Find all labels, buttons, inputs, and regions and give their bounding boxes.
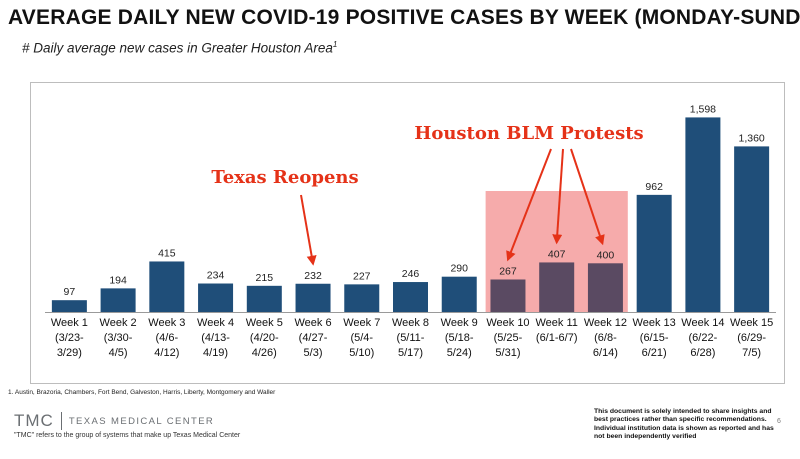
data-label-week-1: 97 <box>64 286 76 298</box>
x-tick-label-week-12: 6/14) <box>593 347 618 359</box>
x-tick-label-week-7: (5/4- <box>350 332 373 344</box>
x-tick-label-week-2: Week 2 <box>100 317 137 329</box>
x-tick-label-week-9: (5/18- <box>445 332 474 344</box>
data-label-week-12: 400 <box>597 249 615 261</box>
x-tick-label-week-7: 5/10) <box>349 347 374 359</box>
x-tick-label-week-3: (4/6- <box>156 332 179 344</box>
bar-week-14 <box>685 117 721 312</box>
bar-week-15 <box>734 146 770 312</box>
x-tick-label-week-6: (4/27- <box>299 332 328 344</box>
bar-week-5 <box>246 285 282 312</box>
bar-week-9 <box>441 276 477 312</box>
disclaimer: This document is solely intended to shar… <box>594 408 774 440</box>
bar-week-7 <box>344 284 380 312</box>
x-tick-label-week-4: (4/13- <box>201 332 230 344</box>
x-tick-label-week-13: (6/15- <box>640 332 669 344</box>
bar-week-4 <box>198 283 234 312</box>
data-label-week-10: 267 <box>499 265 517 277</box>
footnote: 1. Austin, Brazoria, Chambers, Fort Bend… <box>8 389 276 396</box>
x-tick-label-week-4: Week 4 <box>197 317 234 329</box>
x-tick-label-week-8: (5/11- <box>397 332 425 344</box>
subtitle-text: # Daily average new cases in Greater Hou… <box>22 40 333 56</box>
annotation-blm-protests: Houston BLM Protests <box>414 123 643 144</box>
x-tick-label-week-2: 4/5) <box>109 347 128 359</box>
data-label-week-13: 962 <box>645 181 663 193</box>
x-tick-label-week-13: Week 13 <box>633 317 676 329</box>
x-tick-label-week-14: Week 14 <box>681 317 724 329</box>
logo-abbreviation: TMC <box>14 411 54 430</box>
logo-note: "TMC" refers to the group of systems tha… <box>14 432 241 439</box>
data-label-week-8: 246 <box>402 268 420 280</box>
x-tick-label-week-10: Week 10 <box>486 317 529 329</box>
page-number: 6 <box>777 418 781 425</box>
x-tick-label-week-13: 6/21) <box>642 347 667 359</box>
x-tick-label-week-6: 5/3) <box>304 347 323 359</box>
data-label-week-15: 1,360 <box>738 132 764 144</box>
data-label-week-7: 227 <box>353 270 371 282</box>
x-tick-label-week-9: Week 9 <box>441 317 478 329</box>
bar-chart: 97 194 415 234 215 232 227 246 290 267 407 400 962 1,… <box>45 103 776 359</box>
x-tick-label-week-5: 4/26) <box>252 347 277 359</box>
annotation-arrow-week-11 <box>552 148 564 245</box>
bar-week-1 <box>51 300 87 312</box>
x-tick-label-week-2: (3/30- <box>104 332 133 344</box>
x-tick-label-week-5: (4/20- <box>250 332 279 344</box>
x-tick-label-week-4: 4/19) <box>203 347 228 359</box>
annotation-arrow-week-10 <box>506 148 552 262</box>
chart-frame: 97 194 415 234 215 232 227 246 290 267 407 400 962 1,… <box>30 82 785 384</box>
x-tick-label-week-1: Week 1 <box>51 317 88 329</box>
bar-week-10 <box>490 279 526 312</box>
logo-name: TEXAS MEDICAL CENTER <box>68 415 215 427</box>
x-tick-label-week-11: (6/1-6/7) <box>536 332 578 344</box>
x-tick-label-week-5: Week 5 <box>246 317 283 329</box>
x-tick-label-week-15: Week 15 <box>730 317 773 329</box>
x-tick-label-week-8: 5/17) <box>398 347 423 359</box>
x-tick-label-week-14: (6/22- <box>689 332 718 344</box>
chart-subtitle: # Daily average new cases in Greater Hou… <box>22 40 337 56</box>
data-label-week-14: 1,598 <box>690 103 716 115</box>
bar-week-12 <box>587 263 623 312</box>
data-label-week-4: 234 <box>207 270 225 282</box>
x-tick-label-week-12: (6/8- <box>594 332 617 344</box>
x-tick-label-week-11: Week 11 <box>535 317 577 329</box>
x-tick-label-week-10: 5/31) <box>495 347 520 359</box>
x-tick-label-week-12: Week 12 <box>584 317 627 329</box>
bar-week-3 <box>149 261 185 312</box>
x-tick-label-week-1: (3/23- <box>55 332 84 344</box>
x-tick-label-week-10: (5/25- <box>494 332 523 344</box>
annotation-texas-reopens: Texas Reopens <box>211 167 358 188</box>
bar-week-8 <box>393 282 428 312</box>
data-label-week-11: 407 <box>548 248 566 260</box>
data-label-week-6: 232 <box>304 270 322 282</box>
annotation-arrow-week-12 <box>570 148 605 246</box>
bar-week-13 <box>636 194 672 312</box>
data-label-week-5: 215 <box>256 272 274 284</box>
x-tick-label-week-14: 6/28) <box>690 347 715 359</box>
x-tick-label-week-9: 5/24) <box>447 347 472 359</box>
subtitle-footnote-mark: 1 <box>332 40 338 49</box>
x-tick-label-week-7: Week 7 <box>343 317 380 329</box>
bar-week-6 <box>295 283 331 312</box>
annotation-arrow-week-6 <box>300 194 317 266</box>
bar-week-2 <box>100 288 136 312</box>
data-label-week-9: 290 <box>450 263 468 275</box>
x-tick-label-week-6: Week 6 <box>294 317 331 329</box>
x-tick-label-week-3: 4/12) <box>154 347 179 359</box>
page-title: AVERAGE DAILY NEW COVID-19 POSITIVE CASE… <box>8 6 800 29</box>
x-tick-label-week-1: 3/29) <box>57 347 82 359</box>
data-label-week-3: 415 <box>158 247 176 259</box>
tmc-logo: TMC TEXAS MEDICAL CENTER <box>14 411 214 431</box>
data-label-week-2: 194 <box>109 274 127 286</box>
x-tick-label-week-15: (6/29- <box>737 332 766 344</box>
logo-divider <box>60 412 62 430</box>
bar-week-11 <box>539 262 575 312</box>
x-tick-label-week-3: Week 3 <box>148 317 185 329</box>
x-tick-label-week-8: Week 8 <box>392 317 429 329</box>
x-tick-label-week-15: 7/5) <box>742 347 761 359</box>
